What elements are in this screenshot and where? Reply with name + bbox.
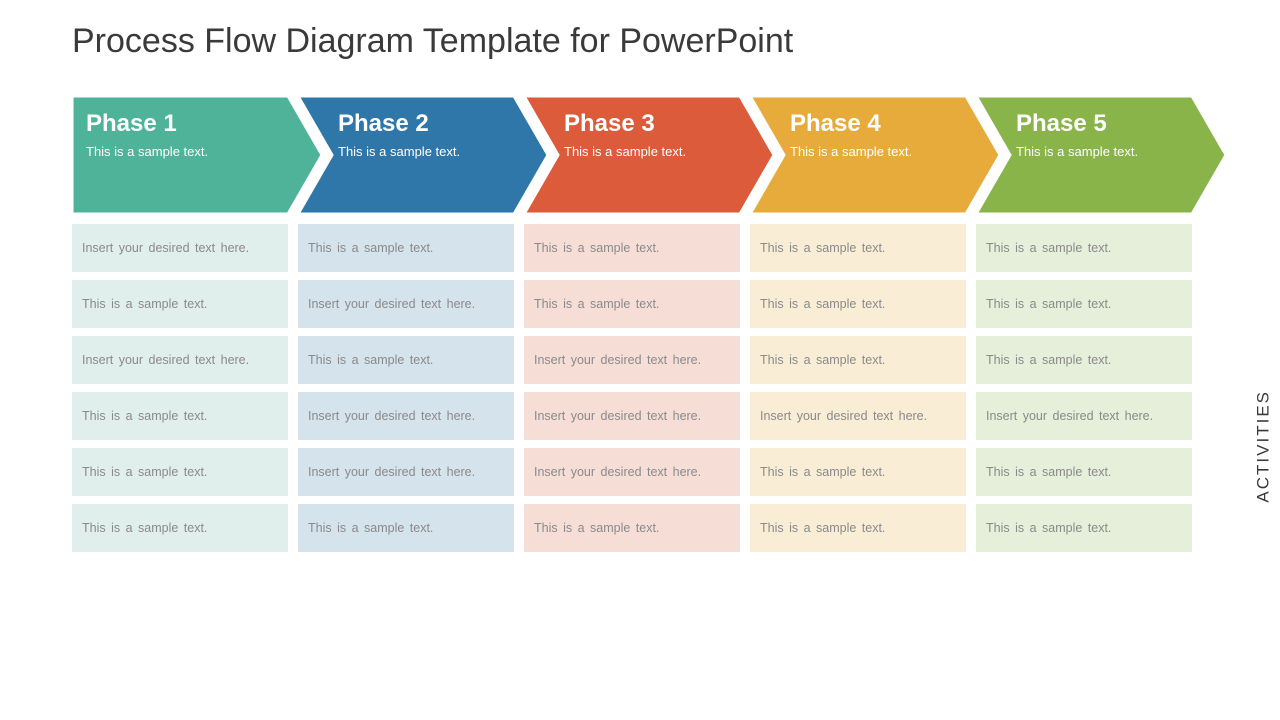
phase-subtitle-4: This is a sample text. xyxy=(790,144,970,161)
activity-cell: This is a sample text. xyxy=(298,336,514,384)
phases-row: Phase 5 This is a sample text. Phase 4 This… xyxy=(72,96,1242,214)
phase-arrow-3: Phase 3 This is a sample text. xyxy=(524,96,774,214)
phase-title-4: Phase 4 xyxy=(790,110,970,138)
activity-cell: This is a sample text. xyxy=(72,504,288,552)
activity-cell: This is a sample text. xyxy=(524,504,740,552)
activity-cell: This is a sample text. xyxy=(524,224,740,272)
activities-side-label: ACTIVITIES xyxy=(1254,390,1274,503)
activity-cell: This is a sample text. xyxy=(298,504,514,552)
activity-cell: Insert your desired text here. xyxy=(298,448,514,496)
phase-arrow-5: Phase 5 This is a sample text. xyxy=(976,96,1226,214)
activity-cell: This is a sample text. xyxy=(524,280,740,328)
activity-cell: Insert your desired text here. xyxy=(524,392,740,440)
phase-arrow-2: Phase 2 This is a sample text. xyxy=(298,96,548,214)
activity-cell: This is a sample text. xyxy=(976,336,1192,384)
activity-cell: This is a sample text. xyxy=(976,224,1192,272)
activity-cell: This is a sample text. xyxy=(72,448,288,496)
activity-cell: This is a sample text. xyxy=(750,280,966,328)
slide-title: Process Flow Diagram Template for PowerP… xyxy=(0,0,1280,61)
activity-cell: Insert your desired text here. xyxy=(72,224,288,272)
activity-cell: This is a sample text. xyxy=(72,280,288,328)
activity-cell: This is a sample text. xyxy=(976,448,1192,496)
phase-arrow-1: Phase 1 This is a sample text. xyxy=(72,96,322,214)
phase-title-5: Phase 5 xyxy=(1016,110,1196,138)
phase-subtitle-5: This is a sample text. xyxy=(1016,144,1196,161)
activity-cell: Insert your desired text here. xyxy=(298,392,514,440)
activity-cell: This is a sample text. xyxy=(750,224,966,272)
phase-title-3: Phase 3 xyxy=(564,110,744,138)
activity-cell: Insert your desired text here. xyxy=(524,448,740,496)
activity-cell: Insert your desired text here. xyxy=(976,392,1192,440)
activity-cell: This is a sample text. xyxy=(72,392,288,440)
activity-cell: Insert your desired text here. xyxy=(72,336,288,384)
phase-arrow-4: Phase 4 This is a sample text. xyxy=(750,96,1000,214)
activity-cell: This is a sample text. xyxy=(976,504,1192,552)
phase-title-2: Phase 2 xyxy=(338,110,518,138)
activity-cell: This is a sample text. xyxy=(976,280,1192,328)
activity-cell: Insert your desired text here. xyxy=(750,392,966,440)
phase-subtitle-1: This is a sample text. xyxy=(86,144,266,161)
activity-cell: This is a sample text. xyxy=(750,448,966,496)
activity-cell: This is a sample text. xyxy=(750,504,966,552)
phase-subtitle-3: This is a sample text. xyxy=(564,144,744,161)
activity-cell: Insert your desired text here. xyxy=(524,336,740,384)
activities-grid: Insert your desired text here.This is a … xyxy=(72,224,1192,552)
process-flow-diagram: Phase 5 This is a sample text. Phase 4 This… xyxy=(72,96,1242,214)
activity-cell: Insert your desired text here. xyxy=(298,280,514,328)
phase-subtitle-2: This is a sample text. xyxy=(338,144,518,161)
activity-cell: This is a sample text. xyxy=(298,224,514,272)
phase-title-1: Phase 1 xyxy=(86,110,266,138)
activity-cell: This is a sample text. xyxy=(750,336,966,384)
